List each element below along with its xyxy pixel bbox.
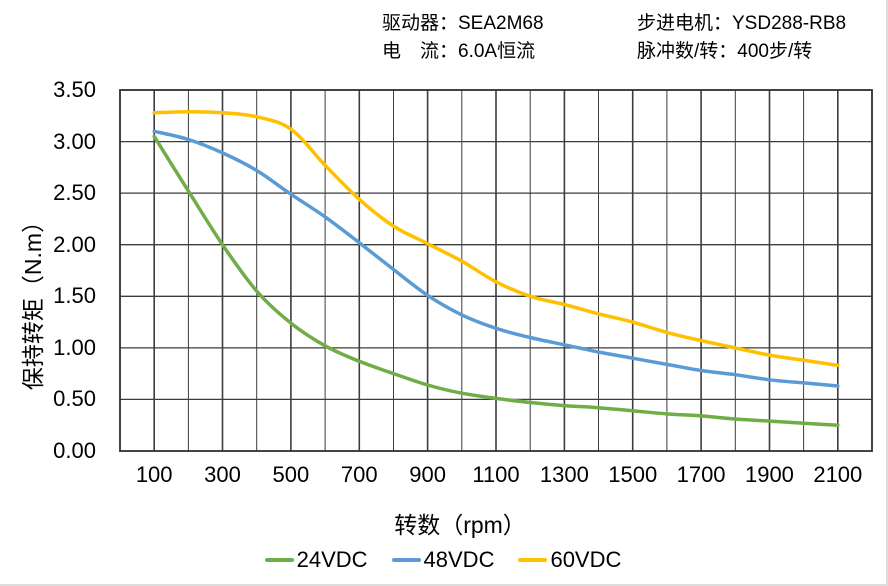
- series-curve-24vdc: [152, 134, 840, 427]
- x-tick-label: 500: [272, 462, 310, 487]
- legend-line-icon: [391, 558, 421, 562]
- y-tick-label: 2.50: [53, 180, 96, 206]
- legend-item-60vdc: 60VDC: [518, 548, 621, 572]
- x-tick-label: 2100: [813, 462, 863, 487]
- header-pulses-text: 脉冲数/转：400步/转: [637, 41, 813, 62]
- header-driver-text: 驱动器：SEA2M68: [382, 13, 544, 34]
- y-tick-label: 1.00: [53, 334, 96, 360]
- y-tick-label: 3.00: [53, 128, 96, 154]
- x-tick-label: 1100: [472, 462, 520, 487]
- legend-item-24vdc: 24VDC: [264, 547, 368, 572]
- legend-item-48vdc: 48VDC: [391, 547, 495, 572]
- x-tick-label: 1500: [608, 462, 658, 487]
- x-tick-label: 1900: [744, 462, 794, 487]
- header-motor-text: 步进电机：YSD288-RB8: [637, 13, 847, 34]
- x-axis-title: 转数（rpm）: [394, 512, 526, 538]
- legend-label: 24VDC: [296, 547, 368, 572]
- y-tick-label: 0.50: [53, 386, 96, 412]
- x-tick-label: 100: [135, 462, 173, 487]
- y-tick-label: 0.00: [53, 438, 96, 463]
- x-tick-label: 900: [409, 462, 446, 487]
- y-axis-title: 保持转矩（N.m）: [20, 209, 46, 391]
- header-current-text: 电 流：6.0A恒流: [382, 41, 536, 62]
- legend-line-icon: [518, 558, 548, 562]
- y-tick-label: 3.50: [53, 77, 96, 102]
- series-curve-60vdc: [152, 109, 840, 368]
- legend-line-icon: [264, 558, 294, 562]
- x-tick-label: 1300: [539, 462, 589, 487]
- y-tick-label: 2.00: [53, 231, 96, 257]
- x-tick-label: 700: [340, 462, 378, 487]
- x-tick-label: 1700: [676, 462, 726, 487]
- series-curve-48vdc: [152, 129, 840, 388]
- y-tick-label: 1.50: [53, 283, 96, 309]
- legend-label: 60VDC: [550, 547, 622, 572]
- legend-label: 48VDC: [423, 547, 495, 572]
- plot-border: [119, 89, 873, 452]
- chart-legend: 24VDC 48VDC 60VDC: [0, 548, 886, 572]
- x-tick-label: 300: [204, 462, 241, 487]
